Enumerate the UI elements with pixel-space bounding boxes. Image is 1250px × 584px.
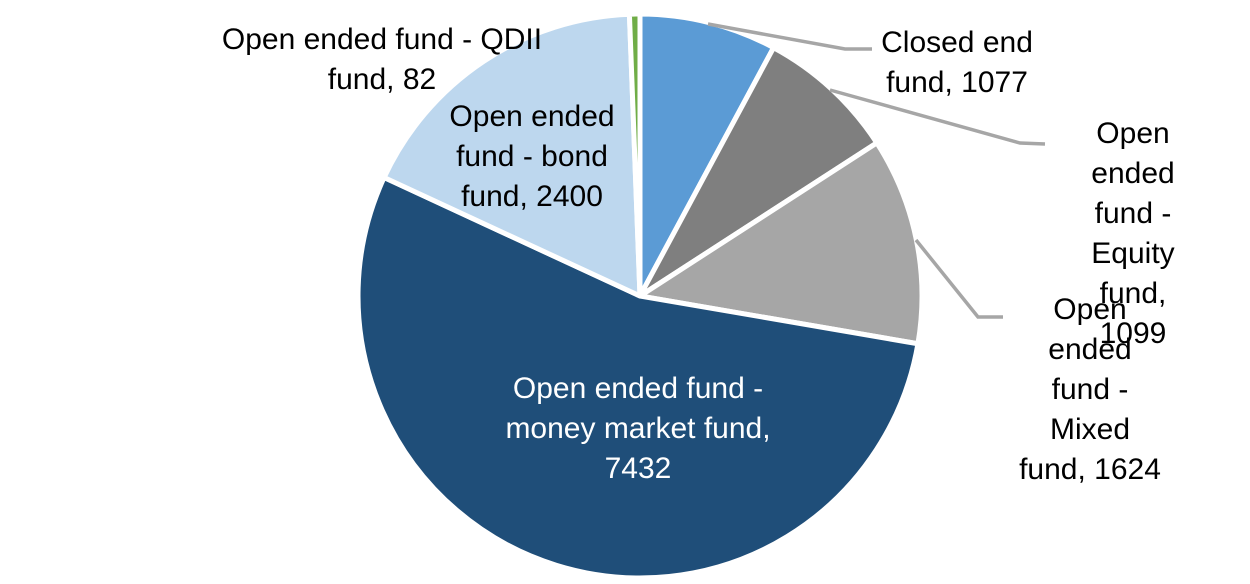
pie-slice-qdii-fund: [626, 11, 643, 299]
data-label-equity-fund: Open ended fund - Equity fund, 1099: [1091, 117, 1175, 350]
data-label-qdii-fund: Open ended fund - QDII fund, 82: [221, 23, 543, 96]
leader-line-mixed-fund: [914, 238, 1003, 319]
leader-line-equity-fund: [829, 88, 1046, 146]
data-label-mixed-fund: Open ended fund - Mixed fund, 1624: [1019, 293, 1161, 486]
pie-slice-money-market-fund: [355, 175, 921, 581]
data-label-bond-fund: Open ended fund - bond fund, 2400: [449, 100, 615, 213]
data-label-money-market-fund: Open ended fund - money market fund, 743…: [505, 372, 771, 485]
pie-slice-bond-fund: [381, 11, 643, 299]
data-label-closed-end-fund: Closed end fund, 1077: [881, 26, 1033, 99]
leader-line-closed-end-fund: [707, 22, 872, 51]
pie-slice-mixed-fund: [637, 140, 925, 347]
